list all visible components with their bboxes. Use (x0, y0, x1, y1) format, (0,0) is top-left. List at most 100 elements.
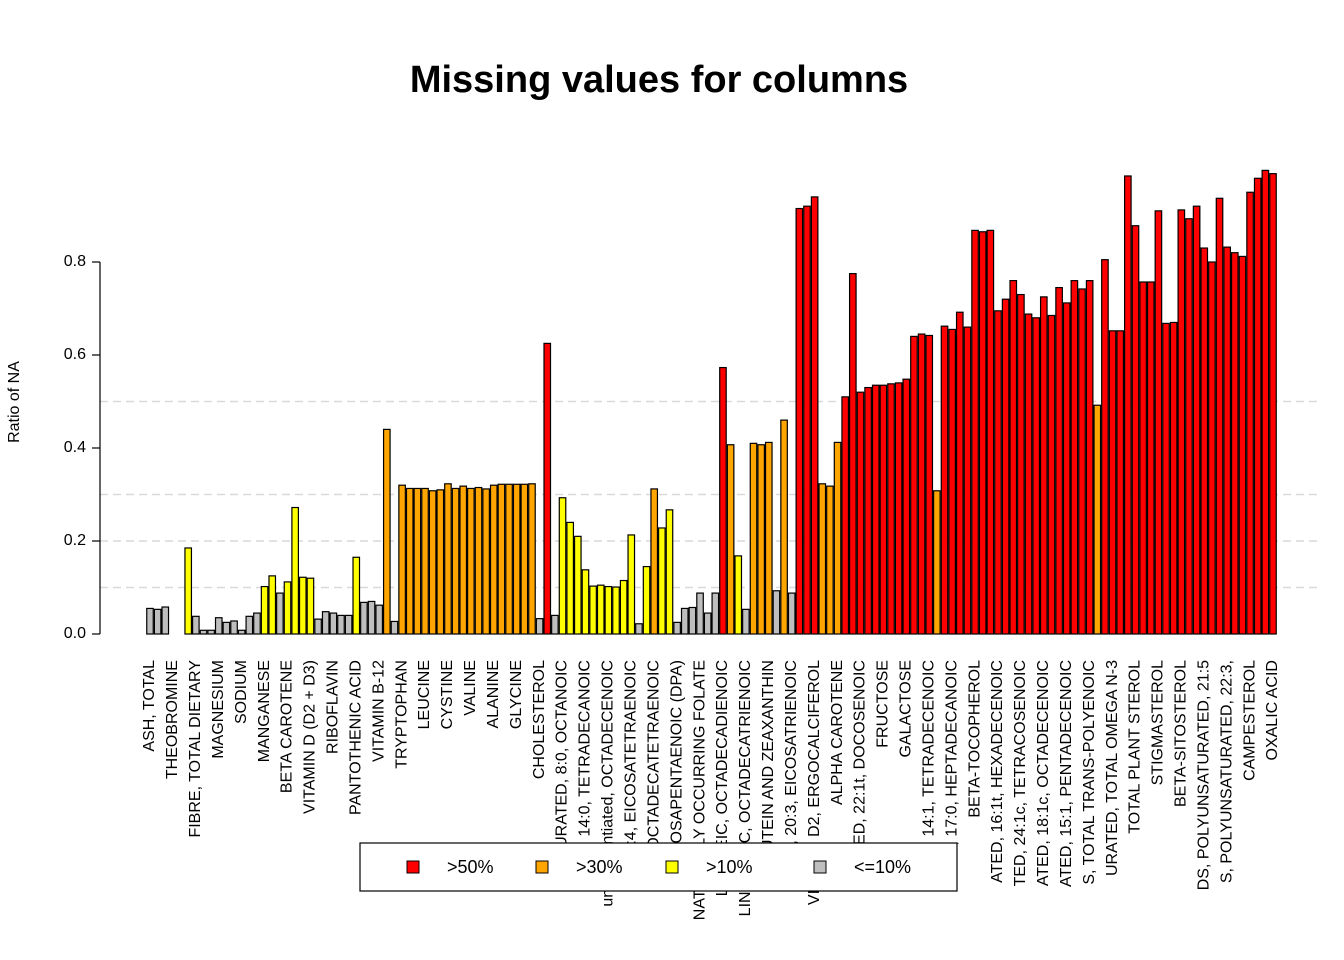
x-tick-label: SATURATED, 8:0, OCTANOIC (554, 660, 571, 878)
bar (917, 333, 926, 635)
bar (451, 487, 460, 635)
bar (352, 556, 361, 635)
bar (1039, 296, 1048, 635)
x-tick-label: CYSTINE (439, 660, 456, 729)
x-tick-label: GLYCINE (508, 660, 525, 729)
legend-label: >10% (706, 857, 753, 877)
y-tick-label: 0.4 (64, 439, 86, 456)
bar (321, 611, 330, 635)
bar (489, 484, 498, 635)
legend-label: >30% (576, 857, 623, 877)
bar (161, 606, 170, 635)
bar (841, 396, 850, 635)
bar (818, 483, 827, 635)
legend-swatch (535, 860, 549, 874)
bar (497, 483, 506, 635)
x-tick-label: TOTAL PLANT STEROL (1127, 660, 1144, 834)
bar (1215, 197, 1224, 635)
bar (604, 585, 613, 635)
bar (230, 620, 238, 635)
bar (1169, 321, 1178, 635)
bar (1101, 259, 1109, 635)
x-tick-label: LUTEIN AND ZEAXANTHIN (760, 660, 777, 860)
x-tick-label: VALINE (462, 660, 479, 716)
bar (696, 592, 704, 635)
bar (1185, 218, 1193, 635)
legend-box (359, 842, 958, 892)
bar (191, 615, 200, 635)
bar (910, 335, 918, 635)
x-tick-label: SODIUM (233, 660, 250, 724)
x-tick-label: ATED, 14:1, TETRADECENOIC (920, 660, 937, 887)
x-tick-label: S, TOTAL TRANS-POLYENOIC (1081, 660, 1098, 885)
bar (787, 592, 796, 635)
bar (848, 273, 857, 635)
bar (1085, 280, 1094, 635)
bar (871, 384, 880, 635)
bar (612, 586, 620, 635)
x-tick-label: MAGNESIUM (210, 660, 227, 759)
x-tick-label: D, 20:4, EICOSATETRAENOIC (623, 660, 640, 883)
bar (887, 383, 895, 635)
x-tick-label: VITAMIN D (D2 + D3) (302, 660, 319, 814)
bar (864, 386, 872, 635)
bar (688, 606, 697, 635)
bar (253, 612, 261, 635)
bar (719, 366, 727, 635)
x-tick-label: ATED, 15:1, PENTADECENOIC (1058, 660, 1075, 887)
bar (1192, 205, 1201, 635)
bar (642, 565, 651, 635)
bar (1108, 330, 1117, 635)
bar (360, 601, 368, 635)
y-axis: 0.0 0.2 0.4 0.6 0.8 (64, 253, 101, 642)
bar (635, 623, 643, 635)
bar (955, 311, 964, 635)
legend-label: <=10% (854, 857, 911, 877)
bar (963, 326, 972, 635)
bar (1146, 281, 1155, 635)
x-tick-label: LINOLEIC, OCTADECADIENOIC (714, 660, 731, 896)
bar (971, 229, 979, 635)
legend-swatch (406, 860, 420, 874)
bar (1208, 261, 1216, 635)
bar (1253, 177, 1262, 635)
bar (474, 486, 483, 635)
bar (306, 577, 315, 635)
bar (994, 310, 1002, 635)
bar (1093, 404, 1102, 635)
bar (1223, 246, 1232, 635)
bar (680, 607, 689, 635)
y-tick-label: 0.0 (64, 625, 86, 642)
bar (726, 444, 735, 635)
x-tick-label: ATED, 14:0, TETRADECANOIC (577, 660, 594, 887)
bar (711, 592, 720, 635)
y-tick-label: 0.2 (64, 532, 86, 549)
bar (1139, 281, 1147, 635)
bar (1131, 225, 1140, 635)
bar (1070, 280, 1079, 635)
bar (222, 621, 231, 635)
bar (421, 487, 429, 635)
bar (1177, 209, 1186, 635)
x-tick-label: CHOLESTEROL (531, 660, 548, 779)
bar (589, 585, 597, 635)
bar (314, 618, 322, 635)
bar (298, 576, 307, 635)
bar (1162, 322, 1170, 635)
bar (214, 617, 223, 635)
bar (657, 527, 666, 635)
bar (933, 490, 941, 635)
x-tick-label: ALPHA CAROTENE (829, 660, 846, 805)
x-tick-label: OXALIC ACID (1264, 660, 1281, 760)
bar (543, 342, 552, 635)
bar (757, 444, 766, 635)
bar (619, 579, 628, 635)
x-tick-label: URATED, TOTAL OMEGA N-3 (1104, 660, 1121, 876)
x-tick-label: STIGMASTEROL (1150, 660, 1167, 785)
bar (237, 629, 246, 635)
bar (810, 196, 819, 635)
bar (596, 584, 605, 635)
bar (780, 419, 788, 635)
bar (276, 592, 284, 635)
x-tick-label: VITAMIN B-12 (370, 660, 387, 762)
